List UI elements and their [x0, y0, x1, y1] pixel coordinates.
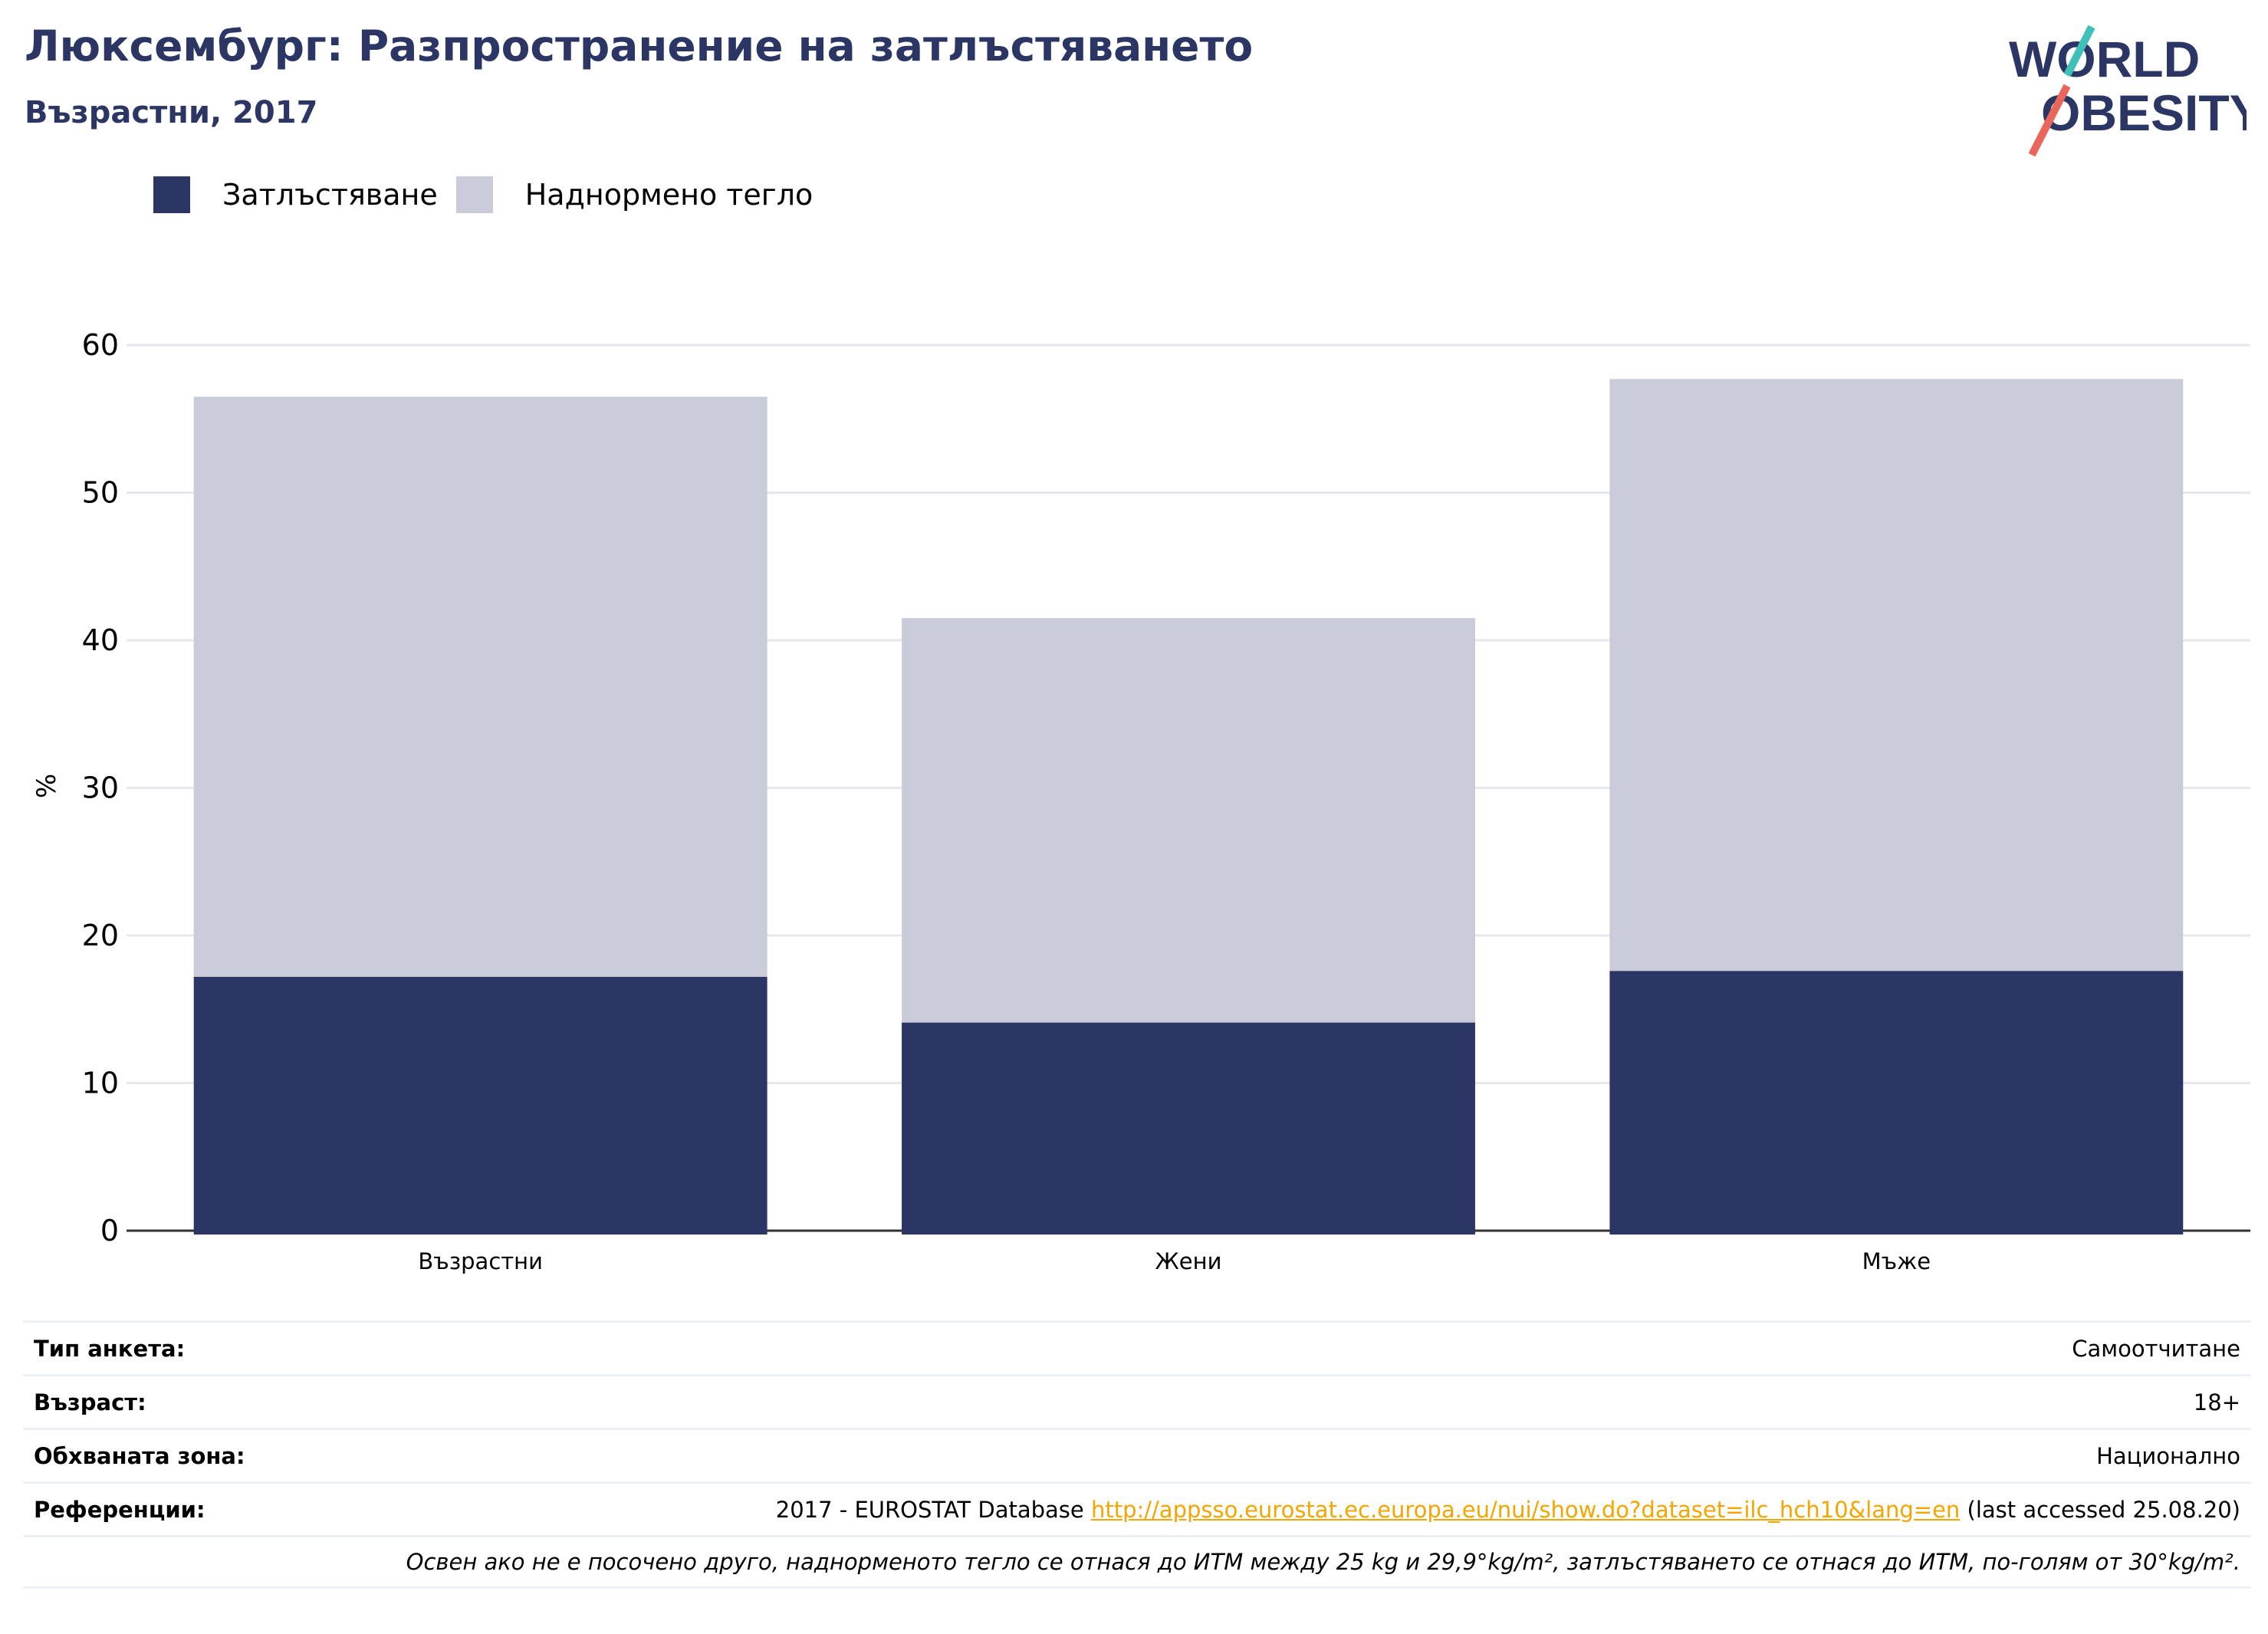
logo-line2: OBESITY	[2041, 84, 2247, 141]
legend-label-overweight: Наднормено тегло	[524, 178, 814, 212]
area-value: Национално	[2096, 1442, 2240, 1469]
bar-obesity[interactable]	[902, 1022, 1475, 1235]
chart-legend: Затлъстяване Наднормено тегло	[153, 176, 831, 213]
x-tick-labels: Възрастни Жени Мъже	[418, 1248, 1931, 1274]
chart-subtitle: Възрастни, 2017	[25, 95, 318, 130]
y-tick-label: 30	[82, 771, 119, 805]
y-axis-label: %	[31, 774, 62, 798]
meta-row-area: Обхваната зона: Национално	[23, 1428, 2251, 1481]
meta-row-survey: Тип анкета: Самоотчитане	[23, 1320, 2251, 1374]
legend-swatch-obesity	[153, 176, 190, 213]
metadata-table: Тип анкета: Самоотчитане Възраст: 18+ Об…	[23, 1320, 2251, 1589]
bar-overweight[interactable]	[902, 618, 1475, 1023]
bar-overweight[interactable]	[1609, 379, 2184, 972]
x-tick-label: Мъже	[1862, 1248, 1931, 1274]
references-label: Референции:	[34, 1496, 205, 1523]
chart-title: Люксембург: Разпространение на затлъстяв…	[25, 21, 1254, 71]
meta-row-references: Референции: 2017 - EUROSTAT Database htt…	[23, 1481, 2251, 1535]
references-suffix: (last accessed 25.08.20)	[1960, 1496, 2241, 1523]
survey-type-value: Самоотчитане	[2072, 1335, 2240, 1362]
logo-line1: WORLD	[2009, 31, 2200, 87]
world-obesity-logo: WORLD OBESITY	[2009, 25, 2247, 157]
y-tick-label: 10	[82, 1067, 119, 1100]
age-label: Възраст:	[34, 1389, 146, 1415]
legend-swatch-overweight	[455, 176, 493, 213]
logo-slash-teal	[2063, 25, 2095, 77]
legend-label-obesity: Затлъстяване	[222, 178, 438, 212]
x-tick-label: Жени	[1155, 1248, 1222, 1274]
bars	[193, 379, 2184, 1235]
logo-slash-red	[2028, 84, 2071, 157]
bar-obesity[interactable]	[1609, 971, 2184, 1235]
bar-chart: 0 10 20 30 40 50 60 Възрастни Жени Мъже %	[31, 328, 2250, 1274]
references-prefix: 2017 - EUROSTAT Database	[775, 1496, 1091, 1523]
x-tick-label: Възрастни	[418, 1248, 543, 1274]
bar-obesity[interactable]	[193, 976, 768, 1235]
y-tick-label: 40	[82, 623, 119, 657]
y-tick-label: 60	[82, 328, 119, 362]
meta-row-note: Освен ако не е посочено друго, наднормен…	[23, 1535, 2251, 1589]
y-tick-label: 50	[82, 476, 119, 510]
bar-overweight[interactable]	[193, 396, 768, 977]
y-tick-labels: 0 10 20 30 40 50 60	[82, 328, 119, 1248]
age-value: 18+	[2193, 1389, 2240, 1415]
legend-item-overweight[interactable]: Наднормено тегло	[455, 176, 814, 213]
survey-type-label: Тип анкета:	[34, 1335, 186, 1362]
definition-note: Освен ако не е посочено друго, наднормен…	[406, 1549, 2240, 1575]
y-tick-label: 20	[82, 919, 119, 952]
area-label: Обхваната зона:	[34, 1442, 245, 1469]
references-link[interactable]: http://appsso.eurostat.ec.europa.eu/nui/…	[1090, 1496, 1961, 1523]
legend-item-obesity[interactable]: Затлъстяване	[153, 176, 438, 213]
references-value: 2017 - EUROSTAT Database http://appsso.e…	[776, 1497, 2240, 1523]
meta-row-age: Възраст: 18+	[23, 1374, 2251, 1428]
y-tick-label: 0	[100, 1214, 119, 1248]
